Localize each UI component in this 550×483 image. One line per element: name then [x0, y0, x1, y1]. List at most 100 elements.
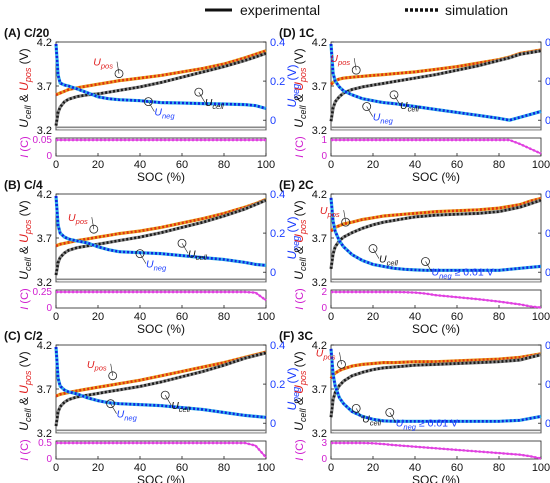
current-plot-frame — [55, 137, 267, 157]
y-tick-label: 3.2 — [312, 277, 327, 289]
current-tick-label: 1 — [321, 135, 327, 146]
annotation-marker — [89, 224, 99, 234]
y2-tick-label: 0.4 — [270, 37, 285, 49]
series-current-simulation — [56, 290, 267, 302]
x-tick-label: 100 — [532, 311, 550, 323]
current-tick-label: 0 — [321, 454, 327, 465]
annotation-label: Ucell — [400, 100, 419, 114]
x-tick-label: 0 — [328, 462, 334, 474]
series-current-simulation — [331, 138, 542, 155]
x-tick-label: 0 — [53, 159, 59, 171]
current-tick-label: 0.25 — [33, 287, 53, 298]
x-tick-label: 0 — [328, 159, 334, 171]
y2-tick-label: 0.4 — [270, 340, 285, 352]
annotation-marker — [106, 399, 115, 409]
annotation-marker — [341, 217, 351, 227]
y2-tick-label: 0 — [545, 267, 550, 279]
x-axis-label: SOC (%) — [412, 170, 460, 184]
x-tick-label: 60 — [176, 159, 188, 171]
annotation-label: Upos — [87, 359, 107, 373]
x-axis-label: SOC (%) — [137, 322, 185, 336]
x-tick-label: 0 — [53, 462, 59, 474]
y-tick-label: 3.7 — [37, 233, 52, 245]
annotation-leader — [389, 412, 397, 423]
annotation-marker — [114, 69, 124, 79]
y-tick-label: 3.7 — [312, 81, 327, 93]
annotation-leader — [139, 253, 147, 264]
x-tick-label: 40 — [134, 311, 146, 323]
annotation-label: Upos — [316, 347, 336, 361]
current-tick-label: 0 — [46, 303, 52, 314]
series-current-simulation — [56, 441, 267, 459]
y2-tick-label: 0 — [270, 418, 276, 430]
annotation-label: Ucell — [362, 413, 381, 427]
x-tick-label: 20 — [92, 311, 104, 323]
y-axis-label: Ucell & Upos (V) — [17, 48, 33, 127]
annotation-marker — [351, 403, 361, 413]
annotation-marker — [368, 244, 378, 253]
series-U-neg-experimental — [54, 195, 267, 267]
legend: experimental simulation — [205, 2, 508, 18]
annotation-marker — [389, 90, 399, 100]
series-current-experimental — [331, 442, 542, 460]
annotation-leader — [110, 363, 113, 376]
annotation-marker — [194, 87, 204, 97]
panel-title: (E) 2C — [279, 178, 314, 192]
current-axis-label: I (C) — [19, 136, 31, 157]
x-tick-label: 60 — [451, 311, 463, 323]
annotation-label: Uneg ≥ 0.01 V — [396, 417, 458, 431]
current-tick-label: 0 — [321, 151, 327, 162]
y-tick-label: 3.2 — [312, 428, 327, 440]
x-tick-label: 60 — [176, 462, 188, 474]
x-tick-label: 20 — [92, 462, 104, 474]
panel-title: (F) 3C — [279, 329, 313, 343]
x-tick-label: 60 — [176, 311, 188, 323]
chart-panel: (B) C/4 3.2 3.7 4.2 0 0.2 0.4 0 0.25 0 20 40 60 80 100… — [4, 178, 301, 336]
series-U-pos-simulation — [55, 49, 267, 96]
current-axis-label: I (C) — [19, 288, 31, 309]
annotation-label: Upos — [68, 212, 88, 226]
annotation-leader — [198, 92, 206, 103]
y-tick-label: 4.2 — [37, 37, 52, 49]
annotation-label: Ucell — [205, 97, 224, 111]
y-tick-label: 3.7 — [37, 384, 52, 396]
x-tick-label: 20 — [367, 462, 379, 474]
series-U-cell-simulation — [329, 353, 542, 418]
annotation-label: Uneg ≥ 0.01 V — [432, 266, 494, 280]
y-tick-label: 3.2 — [37, 125, 52, 137]
panel-title: (B) C/4 — [4, 178, 43, 192]
annotation-leader — [91, 217, 95, 230]
annotation-leader — [116, 61, 120, 74]
annotation-marker — [143, 97, 153, 107]
series-U-pos-simulation — [55, 350, 267, 398]
x-tick-label: 60 — [451, 159, 463, 171]
x-tick-label: 20 — [92, 159, 104, 171]
y2-tick-label: 0.2 — [270, 379, 285, 391]
annotation-label: Ucell — [171, 400, 190, 414]
chart-panel: (D) 1C3.23.74.200.20.401020406080100SOC … — [279, 26, 550, 184]
x-tick-label: 80 — [493, 159, 505, 171]
annotation-leader — [110, 403, 117, 414]
y-tick-label: 3.7 — [37, 81, 52, 93]
y2-tick-label: 0.4 — [545, 37, 550, 49]
series-current-simulation — [331, 290, 542, 309]
y2-tick-label: 0.2 — [270, 76, 285, 88]
annotation-leader — [355, 408, 363, 419]
current-plot-frame — [330, 137, 542, 157]
annotation-label: Uneg — [154, 107, 175, 121]
y2-tick-label: 0 — [270, 267, 276, 279]
series-current-experimental — [56, 442, 267, 458]
annotation-label: Upos — [330, 53, 350, 67]
annotation-label: Uneg — [373, 112, 394, 126]
annotation-marker — [108, 371, 118, 381]
annotation-label: Ucell — [379, 254, 398, 268]
annotation-label: Upos — [320, 205, 340, 219]
x-tick-label: 80 — [493, 311, 505, 323]
current-tick-label: 0 — [46, 454, 52, 465]
current-tick-label: 0 — [321, 303, 327, 314]
y-tick-label: 4.2 — [37, 340, 52, 352]
current-tick-label: 0.05 — [33, 135, 53, 146]
annotation-marker — [160, 390, 170, 400]
annotation-leader — [372, 248, 380, 259]
annotation-marker — [421, 257, 430, 266]
